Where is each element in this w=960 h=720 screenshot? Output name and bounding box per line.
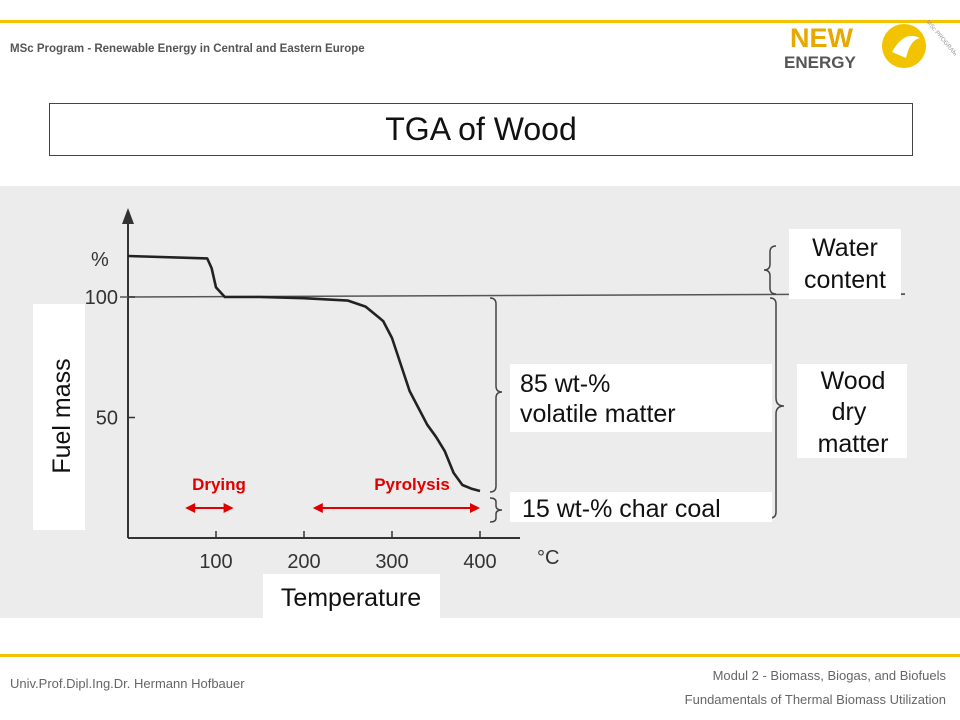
volatile-box	[510, 364, 772, 432]
char-coal-box	[510, 492, 772, 522]
top-accent-line	[0, 20, 960, 23]
dry-matter-brace	[769, 297, 785, 519]
phase-arrowhead-pyrolysis-end	[470, 503, 480, 513]
dry-matter-line2: dry	[832, 398, 867, 426]
x-tick-label-300: 300	[375, 551, 408, 573]
logo-text-new: NEW	[790, 23, 854, 53]
water-label-line2: content	[804, 266, 886, 294]
module-name: Modul 2 - Biomass, Biogas, and Biofuels	[712, 668, 946, 683]
volatile-brace	[489, 297, 503, 493]
x-tick-label-100: 100	[199, 551, 232, 573]
dry-matter-box	[797, 364, 907, 458]
x-unit-label: °C	[537, 547, 559, 569]
y-tick-label-100: 100	[85, 287, 118, 309]
tga-chart: 100 200 300 400 50 100 % °C Fuel mass Water c…	[0, 186, 960, 618]
phase-arrowhead-drying-end	[223, 503, 234, 513]
temperature-label: Temperature	[281, 584, 421, 612]
char-brace	[489, 497, 503, 523]
x-tick-label-400: 400	[463, 551, 496, 573]
y-unit-label: %	[91, 249, 109, 271]
fuel-mass-label: Fuel mass	[48, 358, 76, 473]
phase-arrowhead-pyrolysis-start	[312, 503, 323, 513]
logo-ring-text: MSc PROGRAM	[924, 19, 956, 57]
y-tick-label-50: 50	[96, 408, 118, 430]
water-brace	[763, 245, 777, 295]
x-tick-label-200: 200	[287, 551, 320, 573]
tga-curve	[127, 254, 481, 493]
slide-title: TGA of Wood	[385, 111, 577, 147]
new-energy-logo: NEW ENERGY MSc PROGRAM	[784, 19, 956, 72]
drying-label: Drying	[192, 475, 246, 494]
logo-swirl-icon	[892, 35, 920, 58]
dry-matter-line3: matter	[818, 430, 889, 458]
slide-title-box: TGA of Wood	[49, 103, 913, 156]
bottom-accent-line	[0, 654, 960, 657]
dry-matter-line1: Wood	[821, 367, 886, 395]
fuel-mass-label-box	[33, 304, 85, 530]
subject-name: Fundamentals of Thermal Biomass Utilizat…	[684, 692, 946, 707]
program-name: MSc Program - Renewable Energy in Centra…	[10, 43, 365, 55]
volatile-label-line1: 85 wt-%	[520, 370, 610, 398]
author-name: Univ.Prof.Dipl.Ing.Dr. Hermann Hofbauer	[10, 676, 245, 691]
y-axis-arrow	[122, 208, 134, 224]
volatile-label-line2: volatile matter	[520, 400, 676, 428]
phase-arrowhead-drying-start	[185, 503, 196, 513]
char-coal-label: 15 wt-% char coal	[522, 495, 721, 523]
logo-text-energy: ENERGY	[784, 53, 856, 72]
water-label-line1: Water	[812, 234, 878, 262]
temperature-label-box	[263, 574, 440, 618]
pyrolysis-label: Pyrolysis	[374, 475, 450, 494]
water-content-box	[789, 229, 901, 299]
